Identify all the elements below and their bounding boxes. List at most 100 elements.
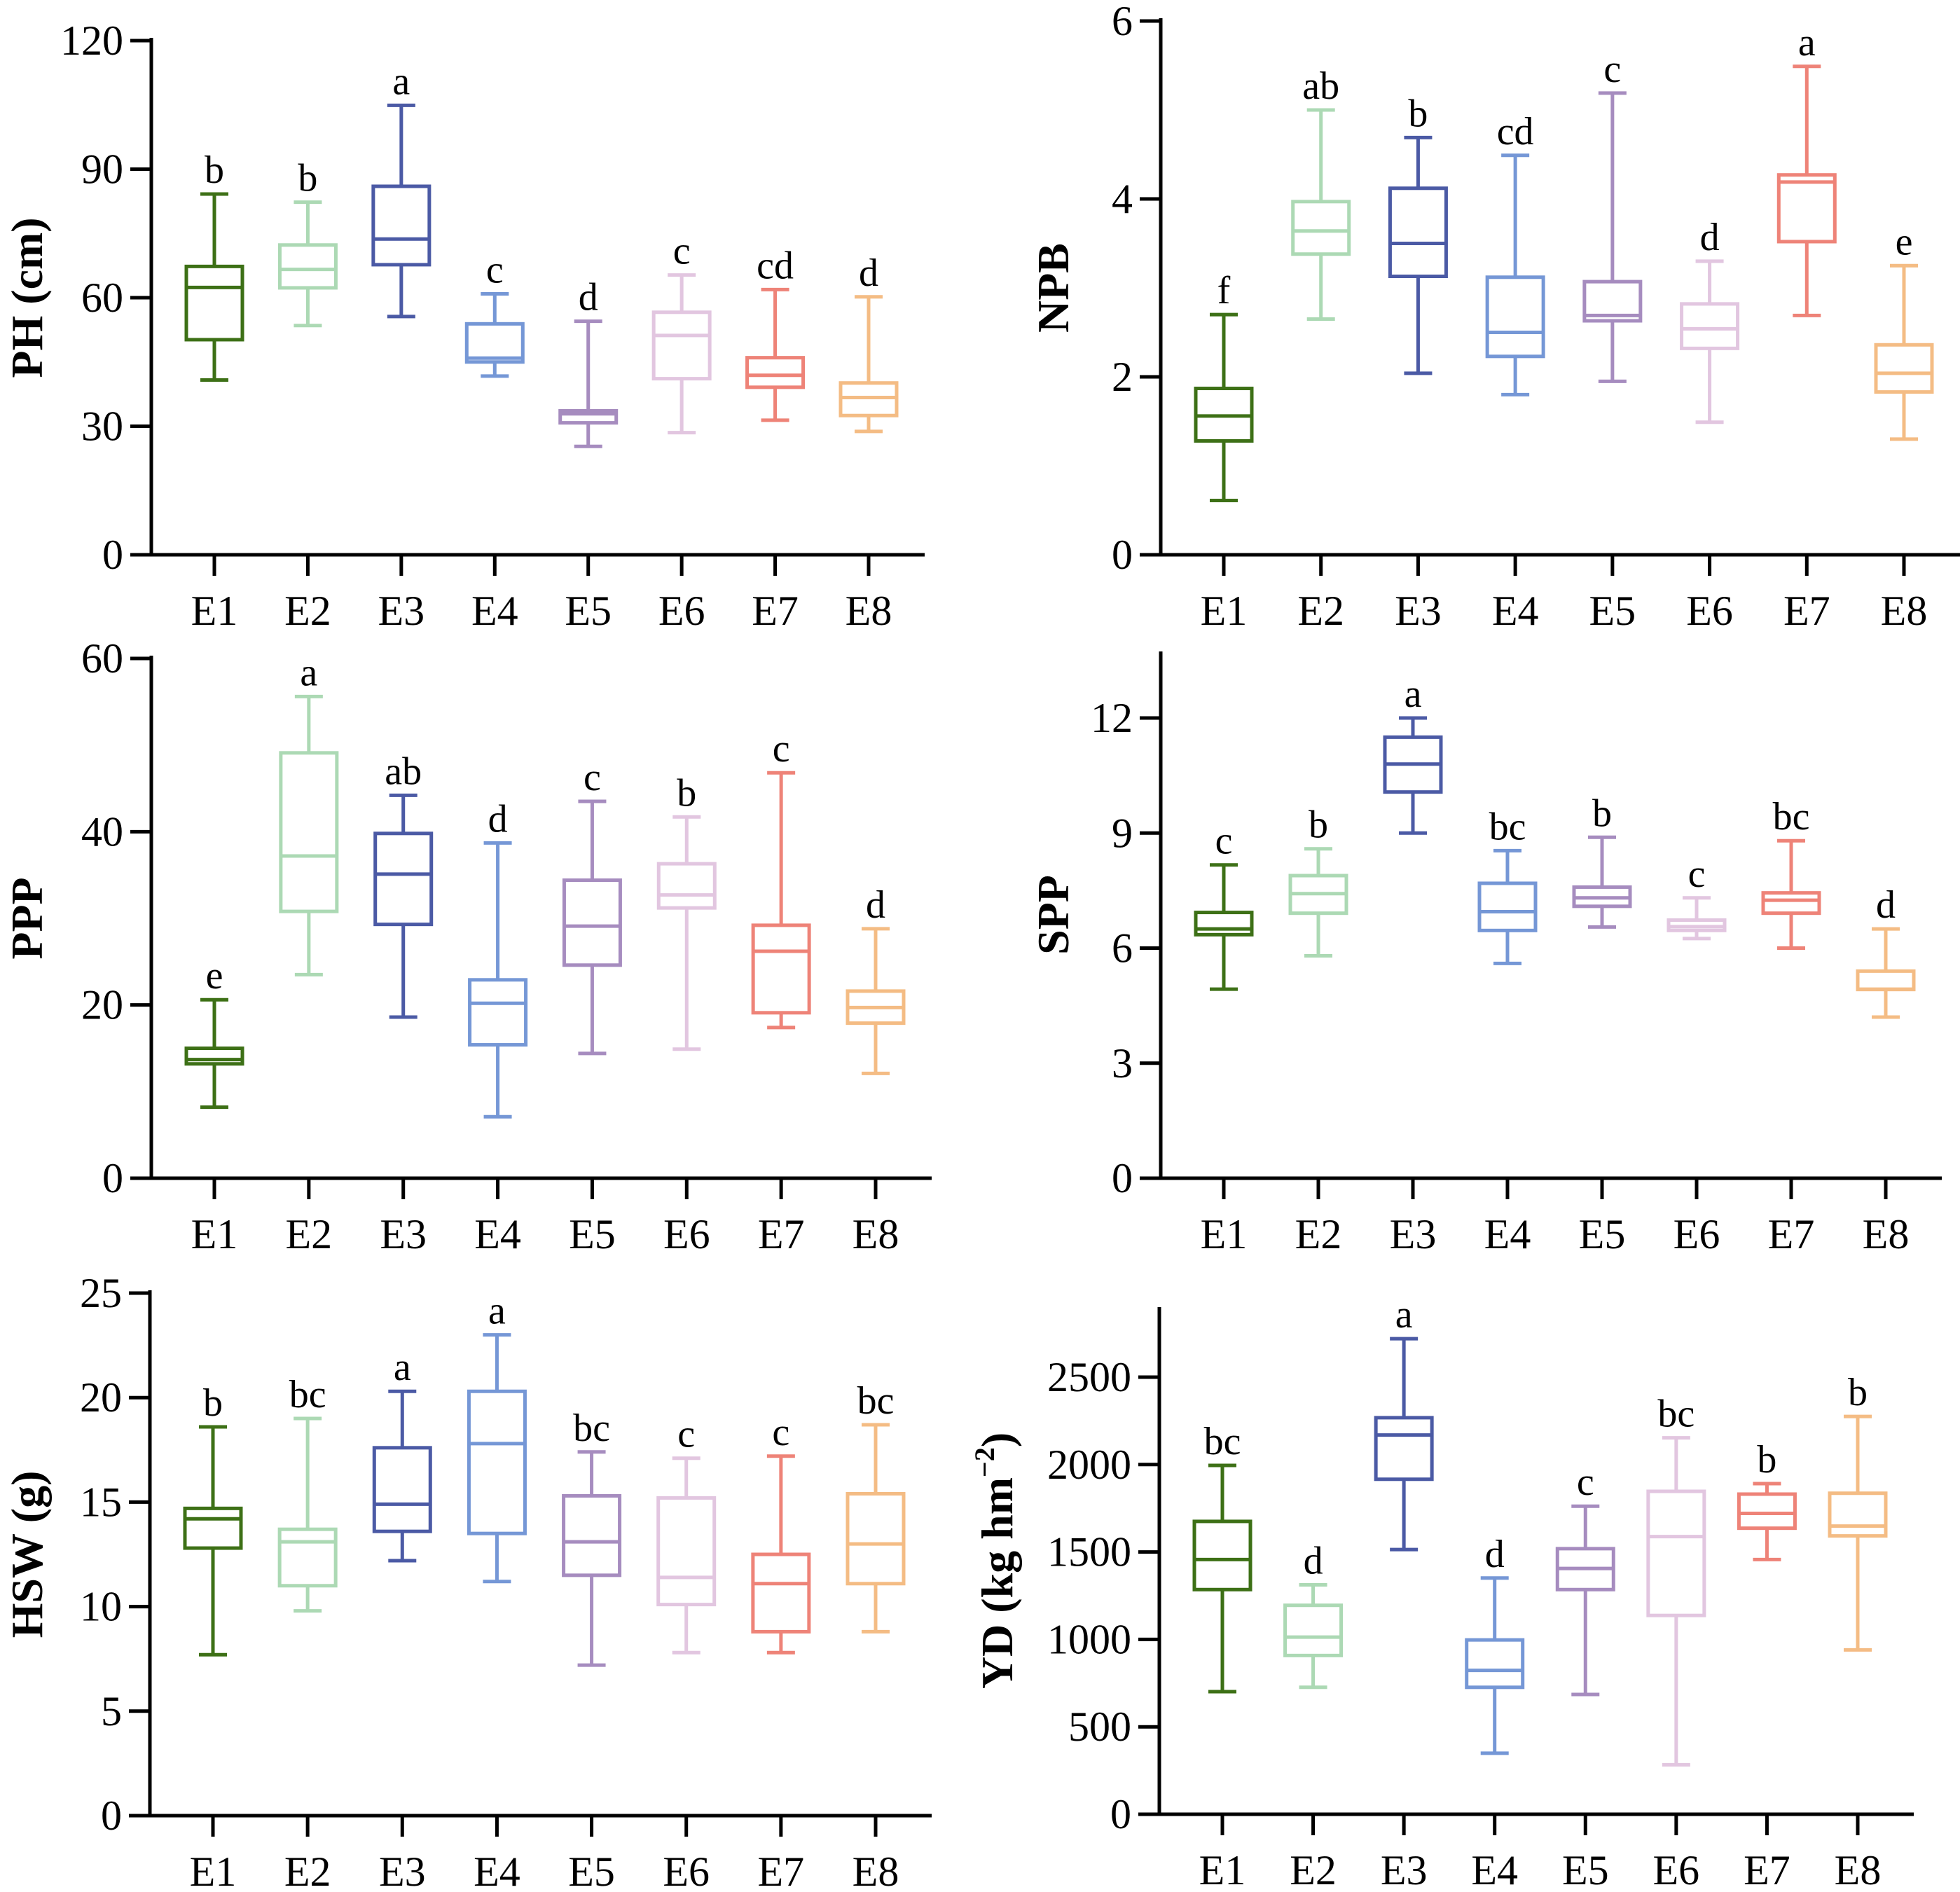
iqr-box — [751, 923, 811, 1015]
y-tick-label: 20 — [81, 982, 123, 1028]
significance-label: bc — [573, 1407, 610, 1450]
significance-label: a — [394, 1346, 411, 1389]
box-e3 — [373, 793, 434, 1019]
x-tick-label: E7 — [752, 588, 799, 634]
iqr-box — [656, 1496, 717, 1607]
x-tick-label: E7 — [1768, 1211, 1815, 1257]
y-tick-label: 1000 — [1047, 1616, 1131, 1662]
box-e7 — [1776, 64, 1837, 317]
significance-label: a — [1405, 672, 1422, 716]
y-axis-label: YD (kg hm−2) — [969, 1432, 1022, 1689]
x-tick-label: E6 — [1686, 588, 1733, 634]
significance-label: b — [1408, 92, 1428, 135]
significance-label: d — [1700, 216, 1720, 259]
y-axis-label-text: NPB — [1028, 243, 1078, 333]
iqr-box — [1646, 1489, 1706, 1617]
significance-label: b — [203, 1381, 223, 1425]
box-e3 — [1374, 1337, 1434, 1552]
box-e1 — [183, 1425, 243, 1657]
significance-label: c — [486, 248, 504, 291]
y-tick-label: 2 — [1112, 354, 1133, 400]
iqr-box — [1582, 279, 1643, 323]
iqr-box — [373, 831, 434, 927]
box-e3 — [372, 1389, 432, 1563]
significance-label: d — [866, 883, 885, 927]
iqr-box — [1374, 1416, 1434, 1482]
y-tick-label: 1500 — [1047, 1529, 1131, 1575]
panel-npb: 0 2 4 6 NPB E1 f E2 ab E3 b E4 cd E5 c E6 d E7 a E8 e — [1028, 0, 1960, 634]
box-e7 — [1737, 1482, 1797, 1561]
iqr-box — [846, 1491, 906, 1586]
box-e6 — [1646, 1436, 1706, 1767]
y-tick-label: 4 — [1112, 176, 1133, 222]
x-tick-label: E8 — [1881, 588, 1928, 634]
box-e1 — [184, 192, 244, 382]
significance-label: d — [1304, 1540, 1323, 1583]
significance-label: bc — [1489, 805, 1526, 848]
x-tick-label: E6 — [1673, 1211, 1720, 1257]
iqr-box — [651, 310, 712, 381]
iqr-box — [184, 1047, 244, 1066]
significance-label: c — [1688, 852, 1706, 896]
iqr-box — [1194, 911, 1254, 937]
box-e8 — [1828, 1414, 1888, 1652]
y-axis-label: PPP — [2, 877, 52, 959]
significance-label: bc — [289, 1373, 326, 1416]
iqr-box — [1874, 343, 1934, 394]
box-e5 — [1572, 835, 1632, 929]
x-tick-label: E2 — [286, 1211, 333, 1257]
y-tick-label: 500 — [1068, 1704, 1131, 1750]
y-axis-label-superscript: −2 — [969, 1447, 1000, 1477]
panel-ppp: 0 20 40 60 PPP E1 e E2 a E3 ab E4 d E5 c E6 b E7 c E8 d — [2, 635, 932, 1257]
x-tick-label: E7 — [1783, 588, 1830, 634]
x-tick-label: E3 — [1390, 1211, 1437, 1257]
y-tick-label: 40 — [81, 808, 123, 855]
x-tick-label: E1 — [1199, 1847, 1246, 1892]
significance-label: c — [1603, 48, 1621, 91]
iqr-box — [1856, 969, 1916, 992]
significance-label: bc — [1657, 1393, 1695, 1436]
iqr-box — [1388, 186, 1448, 278]
box-e4 — [1477, 848, 1538, 965]
significance-label: b — [1592, 792, 1612, 835]
y-axis-label-text: PH (cm) — [2, 217, 52, 378]
x-tick-label: E1 — [191, 588, 238, 634]
iqr-box — [1776, 173, 1837, 244]
significance-label: bc — [857, 1379, 895, 1423]
box-e8 — [846, 927, 906, 1075]
iqr-box — [1680, 302, 1740, 350]
box-e5 — [562, 1450, 622, 1667]
y-tick-label: 20 — [80, 1374, 122, 1421]
x-tick-label: E4 — [1471, 1847, 1518, 1892]
iqr-box — [183, 1506, 243, 1550]
significance-label: c — [1215, 820, 1233, 863]
x-tick-label: E7 — [758, 1211, 805, 1257]
box-e3 — [1383, 716, 1443, 835]
y-tick-label: 2500 — [1047, 1354, 1131, 1400]
significance-label: cd — [1497, 110, 1534, 153]
iqr-box — [1465, 1638, 1525, 1690]
y-tick-label: 0 — [1112, 532, 1133, 578]
significance-label: ab — [385, 750, 422, 793]
x-tick-label: E8 — [1835, 1847, 1882, 1892]
box-e5 — [1555, 1504, 1615, 1697]
x-tick-label: E3 — [380, 1211, 427, 1257]
significance-label: a — [300, 651, 317, 694]
box-e2 — [279, 694, 339, 976]
significance-label: bc — [1204, 1420, 1241, 1463]
box-e8 — [838, 295, 899, 434]
significance-label: a — [1798, 21, 1816, 64]
box-e8 — [846, 1423, 906, 1634]
y-tick-label: 12 — [1091, 695, 1133, 741]
x-tick-label: E7 — [758, 1849, 805, 1892]
significance-label: c — [673, 230, 691, 273]
y-axis-label: HSW (g) — [2, 1471, 52, 1638]
y-tick-label: 60 — [81, 275, 123, 321]
x-tick-label: E5 — [569, 1211, 616, 1257]
significance-label: b — [205, 149, 224, 192]
x-tick-label: E5 — [568, 1849, 615, 1892]
x-tick-label: E4 — [471, 588, 518, 634]
x-tick-label: E8 — [846, 588, 892, 634]
x-tick-label: E3 — [1381, 1847, 1428, 1892]
y-tick-label: 9 — [1112, 810, 1133, 856]
